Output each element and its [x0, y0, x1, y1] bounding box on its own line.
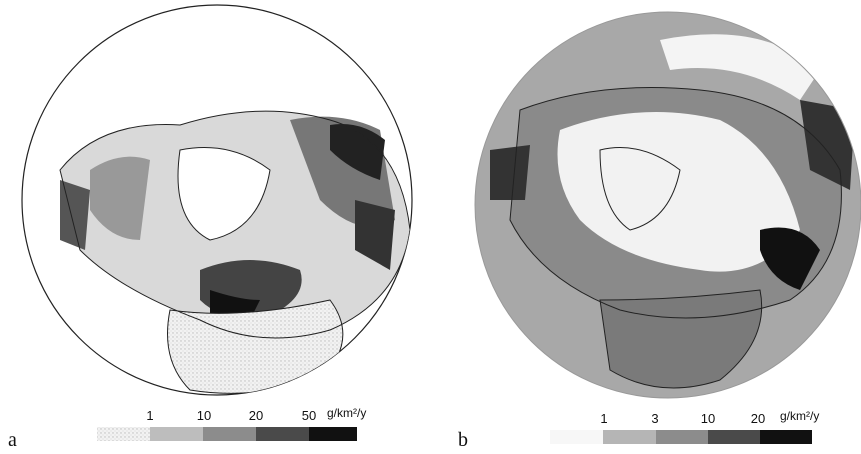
legend-tick: 1: [600, 411, 607, 426]
legend-tick: 10: [701, 411, 715, 426]
map-a: [22, 5, 412, 395]
map-b: [475, 12, 861, 398]
figure: 1 10 20 50 g/km²/y a 1 3 10 20 g/km²/y b: [0, 0, 861, 454]
panel-label: b: [458, 429, 468, 451]
legend-tick: 20: [751, 411, 765, 426]
legend-tick: 10: [197, 408, 211, 423]
panel-label: a: [8, 429, 17, 451]
legend-a: 1 10 20 50 g/km²/y: [97, 406, 366, 441]
legend-unit: g/km²/y: [780, 409, 819, 423]
legend-tick: 3: [651, 411, 658, 426]
legend-tick: 50: [302, 408, 316, 423]
legend-tick: 20: [249, 408, 263, 423]
legend-b: 1 3 10 20 g/km²/y: [550, 409, 819, 444]
legend-tick: 1: [146, 408, 153, 423]
legend-unit: g/km²/y: [327, 406, 366, 420]
